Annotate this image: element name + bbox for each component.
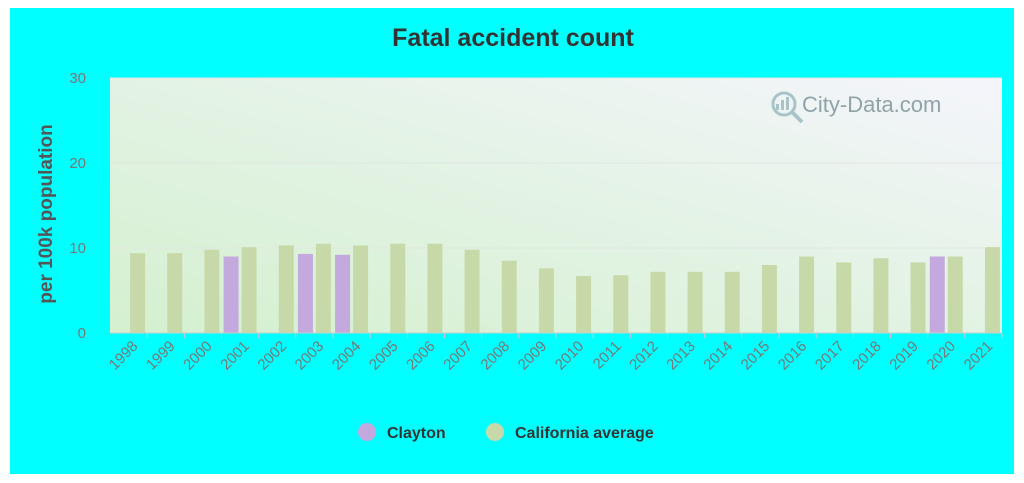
x-tick-label: 2000 bbox=[180, 338, 216, 374]
bar-california-average-2012[interactable] bbox=[650, 271, 666, 333]
legend-label[interactable]: Clayton bbox=[387, 425, 446, 442]
bar-california-average-2009[interactable] bbox=[538, 268, 554, 333]
city-data-logo-icon bbox=[771, 91, 804, 124]
x-tick-label: 2002 bbox=[254, 338, 290, 374]
bar-california-average-2000[interactable] bbox=[204, 249, 220, 333]
x-tick-label: 2008 bbox=[477, 338, 513, 374]
y-tick-label: 20 bbox=[69, 155, 86, 172]
x-tick-label: 2003 bbox=[292, 338, 328, 374]
x-tick-label: 2007 bbox=[440, 338, 476, 374]
y-tick-label: 0 bbox=[78, 325, 86, 342]
legend-marker-california-average[interactable] bbox=[486, 423, 504, 441]
x-tick-label: 2018 bbox=[849, 338, 885, 374]
plot-area bbox=[110, 78, 1002, 333]
x-tick-label: 2015 bbox=[738, 338, 774, 374]
x-tick-label: 2014 bbox=[700, 338, 736, 374]
x-tick-label: 2017 bbox=[812, 338, 848, 374]
bar-california-average-2002[interactable] bbox=[278, 245, 294, 333]
x-tick-label: 2012 bbox=[626, 338, 662, 374]
bar-california-average-2015[interactable] bbox=[761, 265, 777, 333]
x-tick-label: 2001 bbox=[217, 338, 253, 374]
legend-label[interactable]: California average bbox=[515, 425, 654, 442]
bar-clayton-2001[interactable] bbox=[223, 256, 239, 334]
x-tick-label: 2013 bbox=[663, 338, 699, 374]
bar-clayton-2004[interactable] bbox=[335, 254, 351, 333]
bar-california-average-2003[interactable] bbox=[315, 243, 331, 333]
x-tick-label: 2019 bbox=[886, 338, 922, 374]
x-tick-label: 1999 bbox=[143, 338, 179, 374]
bar-california-average-2019[interactable] bbox=[910, 262, 926, 333]
bar-california-average-2006[interactable] bbox=[427, 243, 443, 333]
y-axis-label: per 100k population bbox=[36, 124, 57, 303]
x-tick-label: 2020 bbox=[923, 338, 959, 374]
x-tick-label: 2010 bbox=[552, 338, 588, 374]
bar-california-average-2017[interactable] bbox=[836, 262, 852, 333]
x-ticks: 1998 1999 2000 2001 2002 2003 2004 2005 2006 2007… bbox=[106, 333, 1003, 374]
x-tick-label: 2004 bbox=[329, 338, 365, 374]
bars bbox=[130, 243, 1000, 334]
watermark-text: City-Data.com bbox=[802, 92, 941, 117]
bar-california-average-2018[interactable] bbox=[873, 258, 889, 333]
bar-california-average-2020[interactable] bbox=[947, 256, 963, 334]
bar-california-average-2011[interactable] bbox=[613, 275, 629, 333]
watermark: City-Data.com bbox=[771, 91, 941, 124]
bar-california-average-2021[interactable] bbox=[984, 247, 1000, 333]
y-ticks: 0 10 20 30 bbox=[69, 70, 86, 342]
legend: Clayton California average bbox=[358, 423, 654, 442]
bar-clayton-2020[interactable] bbox=[929, 256, 945, 334]
bar-california-average-1999[interactable] bbox=[167, 253, 183, 333]
x-tick-label: 2016 bbox=[775, 338, 811, 374]
bar-california-average-2005[interactable] bbox=[390, 243, 406, 333]
x-tick-label: 1998 bbox=[106, 338, 142, 374]
bar-clayton-2003[interactable] bbox=[297, 253, 313, 333]
bar-california-average-1998[interactable] bbox=[130, 253, 146, 333]
y-tick-label: 10 bbox=[69, 240, 86, 257]
bar-california-average-2016[interactable] bbox=[799, 256, 815, 334]
x-tick-label: 2006 bbox=[403, 338, 439, 374]
bar-california-average-2004[interactable] bbox=[353, 245, 369, 333]
x-tick-label: 2005 bbox=[366, 338, 402, 374]
bar-california-average-2014[interactable] bbox=[724, 271, 740, 333]
bar-california-average-2013[interactable] bbox=[687, 271, 703, 333]
legend-marker-clayton[interactable] bbox=[358, 423, 376, 441]
chart-panel: Fatal accident count per 100k population… bbox=[10, 8, 1014, 474]
chart-title: Fatal accident count bbox=[392, 24, 634, 52]
grid bbox=[110, 77, 1002, 249]
bar-california-average-2007[interactable] bbox=[464, 249, 480, 333]
x-tick-label: 2011 bbox=[590, 338, 625, 373]
y-tick-label: 30 bbox=[69, 70, 86, 87]
bar-california-average-2001[interactable] bbox=[241, 247, 257, 333]
bar-california-average-2008[interactable] bbox=[501, 260, 517, 333]
bar-california-average-2010[interactable] bbox=[576, 276, 592, 333]
x-tick-label: 2009 bbox=[515, 338, 551, 374]
chart: Fatal accident count per 100k population… bbox=[36, 24, 1003, 442]
x-tick-label: 2021 bbox=[961, 338, 997, 374]
